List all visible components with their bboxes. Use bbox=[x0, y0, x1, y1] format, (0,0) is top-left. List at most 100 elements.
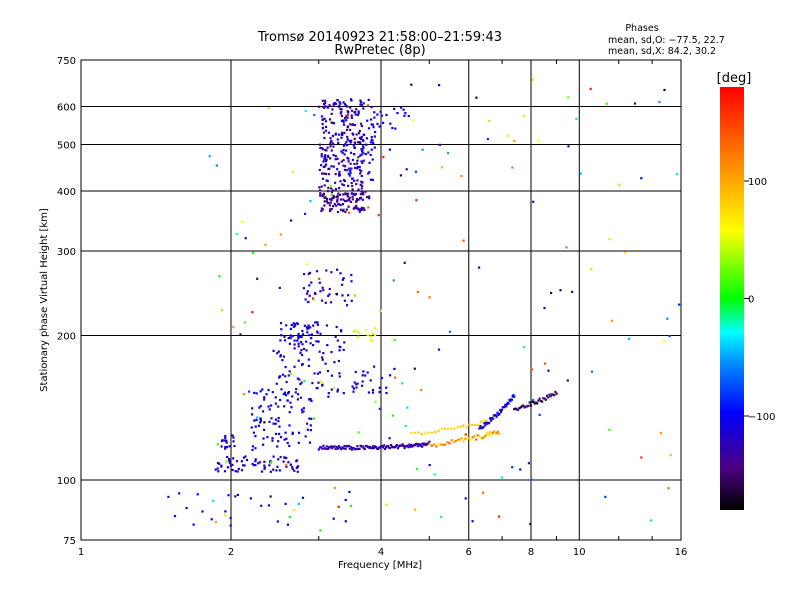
data-point bbox=[353, 153, 356, 156]
data-point bbox=[254, 464, 257, 467]
data-point bbox=[353, 137, 356, 140]
data-point bbox=[416, 291, 419, 294]
data-point bbox=[342, 148, 345, 151]
data-point bbox=[239, 333, 242, 336]
data-point bbox=[500, 476, 504, 479]
data-point bbox=[338, 187, 341, 190]
x-tick-label: 10 bbox=[573, 547, 586, 558]
data-point bbox=[289, 327, 292, 330]
data-point bbox=[257, 424, 260, 427]
data-point bbox=[354, 142, 357, 145]
data-point bbox=[330, 208, 333, 211]
data-point bbox=[367, 98, 370, 101]
data-point bbox=[326, 447, 329, 451]
data-point bbox=[495, 431, 498, 435]
data-point bbox=[330, 388, 333, 391]
data-point bbox=[368, 195, 371, 198]
data-point bbox=[356, 157, 359, 160]
data-point bbox=[499, 408, 502, 412]
data-point bbox=[304, 435, 307, 438]
data-point bbox=[349, 98, 353, 101]
data-point bbox=[327, 294, 330, 297]
data-point bbox=[223, 470, 227, 473]
phase-stats: Phases mean, sd,O: −77.5, 22.7 mean, sd,… bbox=[608, 23, 725, 57]
data-point bbox=[551, 393, 555, 396]
data-point bbox=[496, 430, 499, 433]
data-point bbox=[488, 119, 491, 122]
colorbar-tick-label: 0 bbox=[748, 295, 754, 306]
data-point bbox=[298, 431, 301, 434]
data-point bbox=[388, 437, 391, 440]
data-point bbox=[368, 161, 371, 164]
data-point bbox=[322, 165, 325, 169]
data-point bbox=[493, 430, 496, 433]
data-point bbox=[358, 168, 362, 172]
data-point bbox=[428, 296, 431, 299]
data-point bbox=[351, 188, 354, 191]
data-point bbox=[321, 299, 324, 302]
data-point bbox=[255, 418, 258, 422]
data-point bbox=[327, 173, 330, 176]
data-point bbox=[342, 348, 345, 351]
data-point bbox=[284, 375, 287, 378]
data-point bbox=[371, 339, 374, 342]
data-point bbox=[482, 425, 485, 428]
data-point bbox=[539, 399, 542, 403]
data-point bbox=[325, 445, 328, 448]
data-point bbox=[263, 428, 266, 431]
data-point bbox=[476, 424, 479, 427]
data-point bbox=[430, 431, 434, 434]
data-point bbox=[272, 349, 275, 352]
data-point bbox=[353, 146, 356, 149]
data-point bbox=[329, 184, 332, 187]
data-point bbox=[301, 353, 304, 357]
data-point bbox=[464, 497, 467, 500]
data-point bbox=[271, 439, 274, 442]
data-point bbox=[322, 160, 325, 163]
data-point bbox=[360, 190, 363, 193]
data-point bbox=[220, 309, 223, 312]
data-point bbox=[336, 447, 339, 450]
data-point bbox=[515, 408, 518, 411]
data-point bbox=[329, 446, 332, 449]
data-point bbox=[324, 99, 327, 102]
data-point bbox=[319, 529, 322, 532]
data-point bbox=[346, 135, 349, 138]
data-point bbox=[441, 166, 444, 169]
data-point bbox=[338, 101, 341, 104]
data-point bbox=[675, 173, 678, 176]
data-point bbox=[394, 445, 398, 448]
data-point bbox=[286, 441, 289, 445]
data-point bbox=[313, 292, 316, 295]
data-point bbox=[360, 187, 363, 190]
data-point bbox=[437, 442, 440, 446]
data-point bbox=[300, 408, 303, 411]
data-point bbox=[505, 405, 508, 408]
data-point bbox=[356, 113, 359, 117]
data-point bbox=[285, 457, 288, 460]
data-point bbox=[308, 441, 312, 444]
data-point bbox=[274, 432, 278, 435]
data-point bbox=[480, 437, 483, 440]
data-point bbox=[514, 407, 517, 410]
data-point bbox=[324, 102, 327, 105]
data-point bbox=[264, 243, 267, 246]
x-axis-ticks: 1 2 4 6 8 10 16 bbox=[78, 60, 687, 558]
data-point bbox=[355, 200, 358, 203]
data-point bbox=[365, 329, 368, 332]
data-point bbox=[279, 322, 283, 325]
data-point bbox=[234, 495, 237, 498]
data-point bbox=[329, 157, 332, 160]
data-point bbox=[225, 439, 228, 442]
data-point bbox=[329, 301, 333, 304]
data-point bbox=[326, 179, 329, 183]
data-point bbox=[416, 445, 419, 448]
data-point bbox=[233, 444, 236, 448]
data-point bbox=[281, 359, 284, 362]
data-point bbox=[320, 207, 323, 210]
data-point bbox=[335, 325, 338, 329]
data-point bbox=[513, 395, 516, 398]
data-point bbox=[393, 367, 396, 370]
data-point bbox=[366, 104, 370, 107]
data-point bbox=[324, 157, 327, 160]
